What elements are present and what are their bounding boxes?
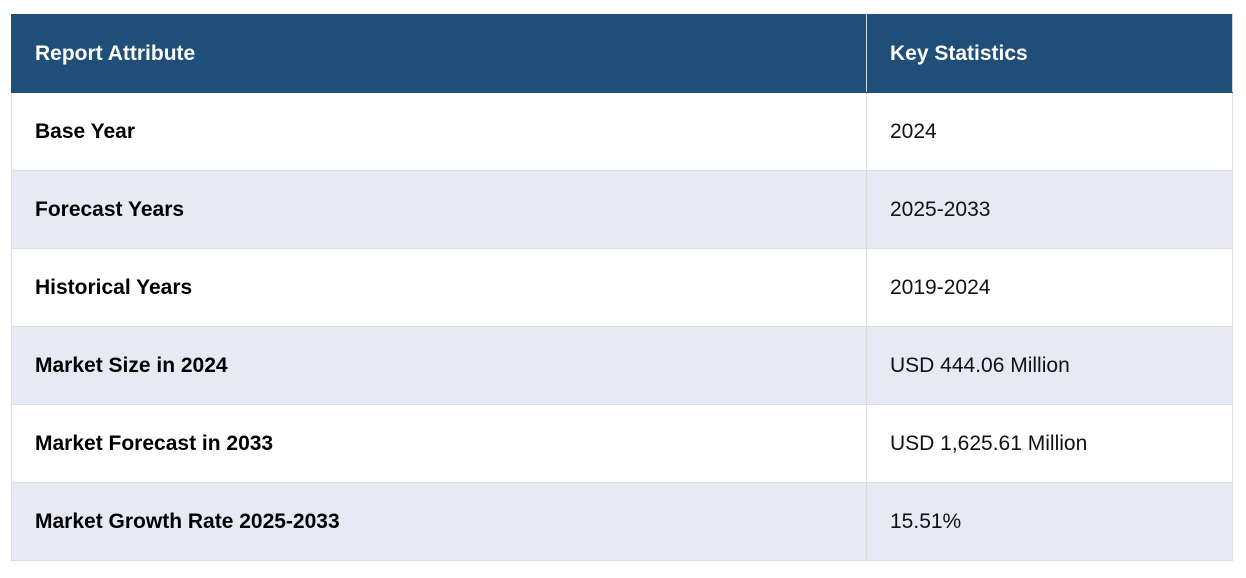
attribute-cell: Forecast Years xyxy=(11,170,867,249)
attribute-cell: Base Year xyxy=(11,92,867,171)
table-body: Base Year 2024 Forecast Years 2025-2033 Hist… xyxy=(11,92,1233,561)
table-row: Market Forecast in 2033 USD 1,625.61 Mill… xyxy=(11,404,1233,483)
attribute-cell: Market Forecast in 2033 xyxy=(11,404,867,483)
attribute-cell: Market Growth Rate 2025-2033 xyxy=(11,482,867,561)
table-row: Base Year 2024 xyxy=(11,92,1233,171)
table-row: Market Growth Rate 2025-2033 15.51% xyxy=(11,482,1233,561)
value-cell: 2024 xyxy=(866,92,1233,171)
table-row: Market Size in 2024 USD 444.06 Million xyxy=(11,326,1233,405)
value-cell: 2019-2024 xyxy=(866,248,1233,327)
header-cell: Key Statistics xyxy=(866,14,1233,93)
stats-table: Report Attribute Key Statistics Base Yea… xyxy=(11,14,1233,561)
value-cell: USD 1,625.61 Million xyxy=(866,404,1233,483)
value-cell: 15.51% xyxy=(866,482,1233,561)
attribute-cell: Market Size in 2024 xyxy=(11,326,867,405)
value-cell: 2025-2033 xyxy=(866,170,1233,249)
header-cell: Report Attribute xyxy=(11,14,867,93)
header-row: Report Attribute Key Statistics xyxy=(11,14,1233,93)
value-cell: USD 444.06 Million xyxy=(866,326,1233,405)
table-row: Forecast Years 2025-2033 xyxy=(11,170,1233,249)
attribute-cell: Historical Years xyxy=(11,248,867,327)
table-row: Historical Years 2019-2024 xyxy=(11,248,1233,327)
